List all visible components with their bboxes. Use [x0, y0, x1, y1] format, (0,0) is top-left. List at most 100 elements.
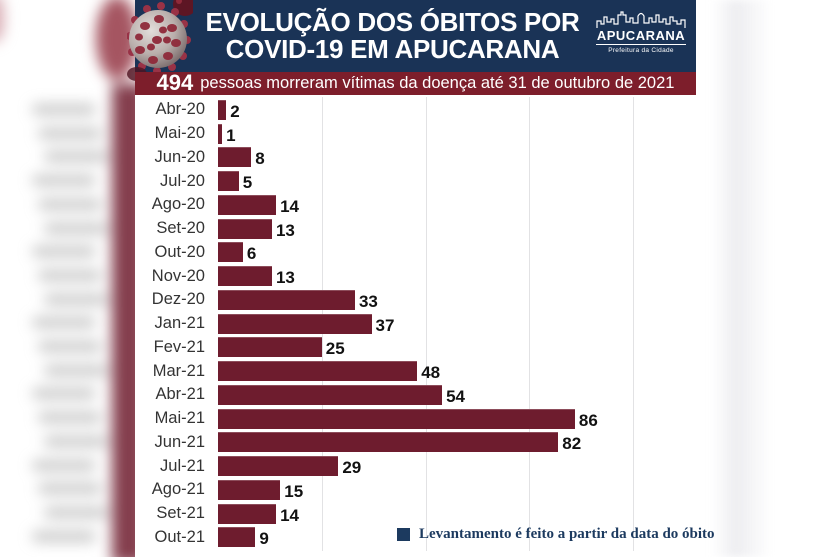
legend-label: Levantamento é feito a partir da data do…	[419, 526, 715, 542]
bar-area: 48	[209, 359, 715, 383]
category-label: Out-20	[154, 242, 205, 261]
city-skyline-icon	[596, 11, 686, 28]
bar-area: 33	[209, 288, 715, 312]
category-label: Ago-20	[151, 195, 205, 214]
chart-row: Jan-21 37	[135, 312, 715, 336]
logo-rule	[596, 44, 686, 45]
subtitle-text: pessoas morreram vítimas da doença até 3…	[200, 74, 675, 92]
value-label: 5	[242, 173, 253, 193]
chart-row: Out-20 6	[135, 241, 715, 265]
value-label: 48	[421, 363, 441, 383]
category-label: Nov-20	[151, 266, 205, 285]
chart-row: Jun-21 82	[135, 431, 715, 455]
value-label: 2	[230, 101, 240, 121]
death-total-number: 494	[156, 70, 194, 95]
blurred-text-blob	[32, 388, 96, 400]
blurred-text-blob	[44, 364, 108, 376]
header-banner: EVOLUÇÃO DOS ÓBITOS POR COVID-19 EM APUC…	[126, 0, 696, 81]
bar	[218, 194, 277, 215]
value-label: 15	[284, 481, 304, 501]
value-label: 14	[280, 505, 300, 525]
subtitle-bar: 494 pessoas morreram vítimas da doença a…	[135, 72, 696, 95]
apucarana-city-logo: APUCARANA Prefeitura da Cidade	[590, 9, 692, 54]
chart-row: Abr-20 2	[135, 98, 715, 122]
bar	[218, 337, 322, 358]
bar	[218, 218, 272, 239]
chart-row: Abr-21 54	[135, 383, 715, 407]
bar	[218, 361, 418, 382]
category-label: Set-20	[156, 219, 205, 238]
value-label: 54	[446, 386, 466, 406]
value-label: 29	[342, 458, 362, 478]
chart-row: Nov-20 13	[135, 264, 715, 288]
bar-area: 9	[209, 526, 715, 550]
category-label: Abr-21	[155, 385, 205, 404]
chart-row: Jul-20 5	[135, 169, 715, 193]
bar-area: 2	[209, 98, 715, 122]
bar-area: 86	[209, 407, 715, 431]
category-label: Jul-21	[160, 456, 205, 475]
blurred-text-blob	[32, 175, 96, 187]
blurred-text-blob	[32, 317, 96, 329]
chart-row: Mai-20 1	[135, 122, 715, 146]
value-label: 6	[246, 244, 257, 264]
category-label: Out-21	[154, 527, 205, 546]
category-label: Abr-20	[155, 100, 205, 119]
value-label: 13	[275, 220, 295, 240]
gridline-50	[425, 97, 427, 551]
value-label: 1	[226, 125, 236, 145]
chart-row: Ago-20 14	[135, 193, 715, 217]
category-label: Jul-20	[160, 171, 205, 190]
blurred-bar-band	[112, 84, 135, 557]
blur-smudge	[0, 0, 4, 42]
chart-legend: Levantamento é feito a partir da data do…	[397, 526, 715, 543]
blurred-text-blob	[38, 483, 102, 495]
chart-row: Out-21 9	[135, 526, 715, 550]
logo-tagline: Prefeitura da Cidade	[608, 47, 674, 54]
category-label: Mai-20	[154, 124, 205, 143]
blurred-backdrop-content	[0, 0, 135, 557]
chart-row: Mar-21 48	[135, 359, 715, 383]
bar-chart: Abr-20 2 Mai-20 1 Jun-20 8 Jul-20 5 Ago-20 14 Set-…	[135, 95, 715, 557]
blurred-text-blob	[32, 530, 96, 542]
category-label: Jan-21	[154, 314, 205, 333]
bar-area: 14	[209, 193, 715, 217]
bar-area: 5	[209, 169, 715, 193]
bar	[218, 242, 243, 263]
category-label: Set-21	[156, 504, 205, 523]
bar-area: 13	[209, 217, 715, 241]
bar	[218, 527, 256, 548]
blurred-text-blob	[44, 293, 108, 305]
value-label: 14	[280, 196, 300, 216]
blurred-text-blob	[38, 341, 102, 352]
chart-row: Ago-21 15	[135, 478, 715, 502]
value-label: 25	[325, 339, 345, 359]
category-label: Fev-21	[153, 337, 205, 356]
legend-square-icon	[397, 528, 410, 541]
value-label: 37	[375, 315, 395, 335]
bar-area: 54	[209, 383, 715, 407]
blurred-text-blob	[32, 104, 96, 115]
category-label: Ago-21	[151, 480, 205, 499]
bar-area: 25	[209, 336, 715, 360]
bar-area: 14	[209, 502, 715, 526]
blurred-text-blob	[32, 459, 96, 471]
bar-area: 82	[209, 431, 715, 455]
gridline-75	[529, 97, 531, 551]
title-line-1: EVOLUÇÃO DOS ÓBITOS POR	[205, 6, 580, 37]
chart-row: Set-21 14	[135, 502, 715, 526]
blurred-virus-smudge	[96, 0, 135, 80]
logo-name: APUCARANA	[596, 28, 686, 43]
category-label: Mai-21	[154, 409, 205, 428]
bar	[218, 123, 223, 144]
blurred-text-blob	[44, 222, 108, 234]
bar-area: 8	[209, 146, 715, 170]
bar-area: 37	[209, 312, 715, 336]
blurred-text-blob	[44, 151, 108, 163]
bar-area: 6	[209, 241, 715, 265]
coronavirus-icon	[126, 0, 197, 90]
chart-rows: Abr-20 2 Mai-20 1 Jun-20 8 Jul-20 5 Ago-20 14 Set-…	[135, 98, 715, 549]
chart-row: Mai-21 86	[135, 407, 715, 431]
category-label: Dez-20	[151, 290, 205, 309]
